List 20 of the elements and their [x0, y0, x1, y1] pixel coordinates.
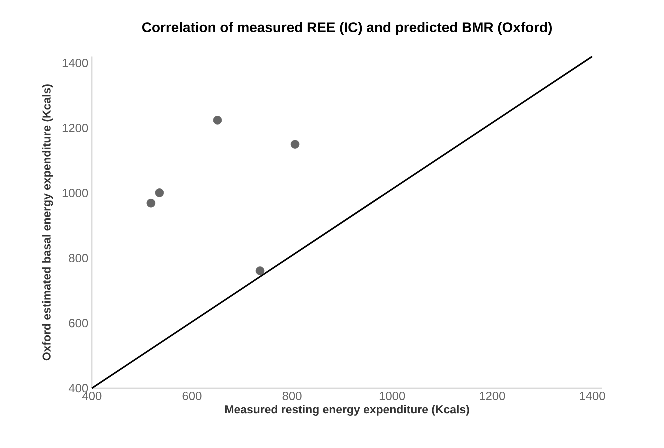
y-tick-label: 600	[69, 319, 88, 328]
x-tick-label: 1200	[480, 392, 506, 400]
x-tick-label: 600	[182, 392, 202, 400]
y-tick-label: 1400	[62, 58, 88, 68]
point	[146, 198, 156, 208]
x-tick-label: 1400	[580, 392, 606, 400]
y-tick-label: 1200	[62, 124, 88, 132]
x-axis-title: Measured resting energy expenditure (Kcals)	[225, 405, 470, 416]
y-tick-label: 400	[68, 384, 88, 393]
y-tick-label: 1000	[62, 189, 88, 198]
point	[155, 188, 164, 198]
y-tick-label: 800	[69, 254, 88, 263]
point	[256, 266, 265, 276]
point	[290, 140, 300, 149]
x-tick-label: 800	[282, 392, 302, 400]
y-axis-title: Oxford estimated basal energy expenditure (Kcals)	[42, 84, 54, 361]
point	[213, 116, 222, 125]
x-tick-label: 400	[82, 392, 102, 400]
x-tick-label: 1000	[380, 392, 406, 400]
chart-title: Correlation of measured REE (IC) and predicted BMR (Oxford)	[142, 22, 552, 36]
